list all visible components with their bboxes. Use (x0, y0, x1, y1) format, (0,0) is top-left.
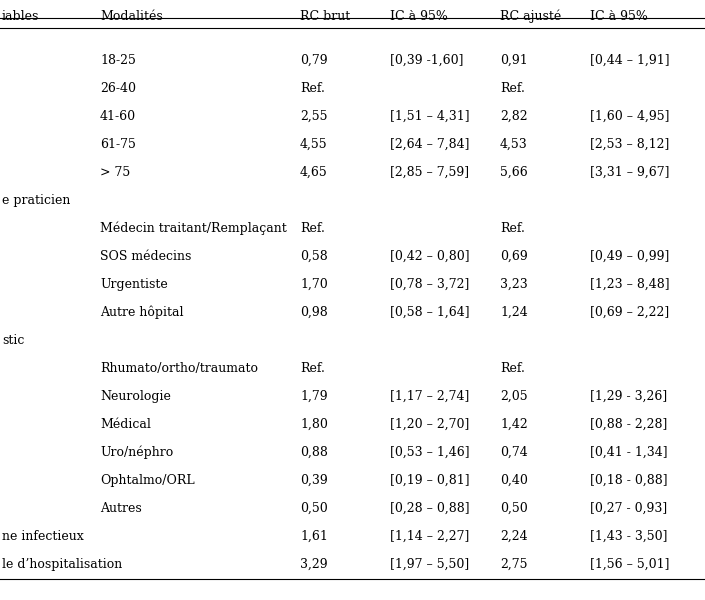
Text: 0,69: 0,69 (500, 250, 528, 263)
Text: 3,23: 3,23 (500, 278, 528, 291)
Text: 0,98: 0,98 (300, 306, 328, 319)
Text: 2,55: 2,55 (300, 110, 328, 123)
Text: 0,79: 0,79 (300, 54, 328, 67)
Text: Ref.: Ref. (300, 222, 325, 235)
Text: Autres: Autres (100, 502, 142, 515)
Text: Médical: Médical (100, 418, 151, 431)
Text: 4,53: 4,53 (500, 138, 528, 151)
Text: [0,42 – 0,80]: [0,42 – 0,80] (390, 250, 470, 263)
Text: 2,82: 2,82 (500, 110, 527, 123)
Text: SOS médecins: SOS médecins (100, 250, 191, 263)
Text: [0,19 – 0,81]: [0,19 – 0,81] (390, 474, 470, 487)
Text: Ref.: Ref. (300, 362, 325, 375)
Text: 61-75: 61-75 (100, 138, 136, 151)
Text: [0,27 - 0,93]: [0,27 - 0,93] (590, 502, 667, 515)
Text: Modalités: Modalités (100, 10, 163, 22)
Text: Uro/néphro: Uro/néphro (100, 446, 173, 459)
Text: IC à 95%: IC à 95% (590, 10, 648, 22)
Text: Ref.: Ref. (300, 82, 325, 95)
Text: Ref.: Ref. (500, 362, 525, 375)
Text: 26-40: 26-40 (100, 82, 136, 95)
Text: Autre hôpital: Autre hôpital (100, 305, 183, 319)
Text: 0,88: 0,88 (300, 446, 328, 459)
Text: Neurologie: Neurologie (100, 390, 171, 403)
Text: 1,61: 1,61 (300, 530, 328, 543)
Text: 0,58: 0,58 (300, 250, 328, 263)
Text: 4,65: 4,65 (300, 166, 328, 179)
Text: [0,41 - 1,34]: [0,41 - 1,34] (590, 446, 668, 459)
Text: [1,43 - 3,50]: [1,43 - 3,50] (590, 530, 668, 543)
Text: 1,80: 1,80 (300, 418, 328, 431)
Text: 2,75: 2,75 (500, 558, 527, 571)
Text: ne infectieux: ne infectieux (2, 530, 84, 543)
Text: Ref.: Ref. (500, 222, 525, 235)
Text: Médecin traitant/Remplaçant: Médecin traitant/Remplaçant (100, 221, 287, 235)
Text: [0,78 – 3,72]: [0,78 – 3,72] (390, 278, 470, 291)
Text: [0,18 - 0,88]: [0,18 - 0,88] (590, 474, 668, 487)
Text: [0,28 – 0,88]: [0,28 – 0,88] (390, 502, 470, 515)
Text: 1,79: 1,79 (300, 390, 328, 403)
Text: 0,50: 0,50 (500, 502, 528, 515)
Text: Ref.: Ref. (500, 82, 525, 95)
Text: [0,39 -1,60]: [0,39 -1,60] (390, 54, 463, 67)
Text: [1,23 – 8,48]: [1,23 – 8,48] (590, 278, 670, 291)
Text: 1,42: 1,42 (500, 418, 528, 431)
Text: 0,91: 0,91 (500, 54, 528, 67)
Text: 4,55: 4,55 (300, 138, 328, 151)
Text: [1,17 – 2,74]: [1,17 – 2,74] (390, 390, 470, 403)
Text: [0,88 - 2,28]: [0,88 - 2,28] (590, 418, 668, 431)
Text: [1,60 – 4,95]: [1,60 – 4,95] (590, 110, 670, 123)
Text: 2,05: 2,05 (500, 390, 527, 403)
Text: 0,50: 0,50 (300, 502, 328, 515)
Text: [0,44 – 1,91]: [0,44 – 1,91] (590, 54, 670, 67)
Text: iables: iables (2, 10, 39, 22)
Text: [1,51 – 4,31]: [1,51 – 4,31] (390, 110, 470, 123)
Text: [2,85 – 7,59]: [2,85 – 7,59] (390, 166, 469, 179)
Text: [1,29 - 3,26]: [1,29 - 3,26] (590, 390, 667, 403)
Text: 5,66: 5,66 (500, 166, 528, 179)
Text: [0,69 – 2,22]: [0,69 – 2,22] (590, 306, 669, 319)
Text: 3,29: 3,29 (300, 558, 328, 571)
Text: [1,14 – 2,27]: [1,14 – 2,27] (390, 530, 470, 543)
Text: [3,31 – 9,67]: [3,31 – 9,67] (590, 166, 670, 179)
Text: 41-60: 41-60 (100, 110, 136, 123)
Text: e praticien: e praticien (2, 194, 70, 207)
Text: [1,97 – 5,50]: [1,97 – 5,50] (390, 558, 470, 571)
Text: RC ajusté: RC ajusté (500, 9, 561, 23)
Text: Ophtalmo/ORL: Ophtalmo/ORL (100, 474, 195, 487)
Text: IC à 95%: IC à 95% (390, 10, 448, 22)
Text: 18-25: 18-25 (100, 54, 136, 67)
Text: Rhumato/ortho/traumato: Rhumato/ortho/traumato (100, 362, 258, 375)
Text: [0,58 – 1,64]: [0,58 – 1,64] (390, 306, 470, 319)
Text: 0,74: 0,74 (500, 446, 528, 459)
Text: 2,24: 2,24 (500, 530, 527, 543)
Text: [0,53 – 1,46]: [0,53 – 1,46] (390, 446, 470, 459)
Text: 0,39: 0,39 (300, 474, 328, 487)
Text: [0,49 – 0,99]: [0,49 – 0,99] (590, 250, 669, 263)
Text: le d’hospitalisation: le d’hospitalisation (2, 558, 122, 571)
Text: [2,64 – 7,84]: [2,64 – 7,84] (390, 138, 470, 151)
Text: Urgentiste: Urgentiste (100, 278, 168, 291)
Text: stic: stic (2, 334, 25, 347)
Text: 1,24: 1,24 (500, 306, 528, 319)
Text: 1,70: 1,70 (300, 278, 328, 291)
Text: 0,40: 0,40 (500, 474, 528, 487)
Text: RC brut: RC brut (300, 10, 350, 22)
Text: [2,53 – 8,12]: [2,53 – 8,12] (590, 138, 669, 151)
Text: [1,20 – 2,70]: [1,20 – 2,70] (390, 418, 470, 431)
Text: > 75: > 75 (100, 166, 130, 179)
Text: [1,56 – 5,01]: [1,56 – 5,01] (590, 558, 670, 571)
